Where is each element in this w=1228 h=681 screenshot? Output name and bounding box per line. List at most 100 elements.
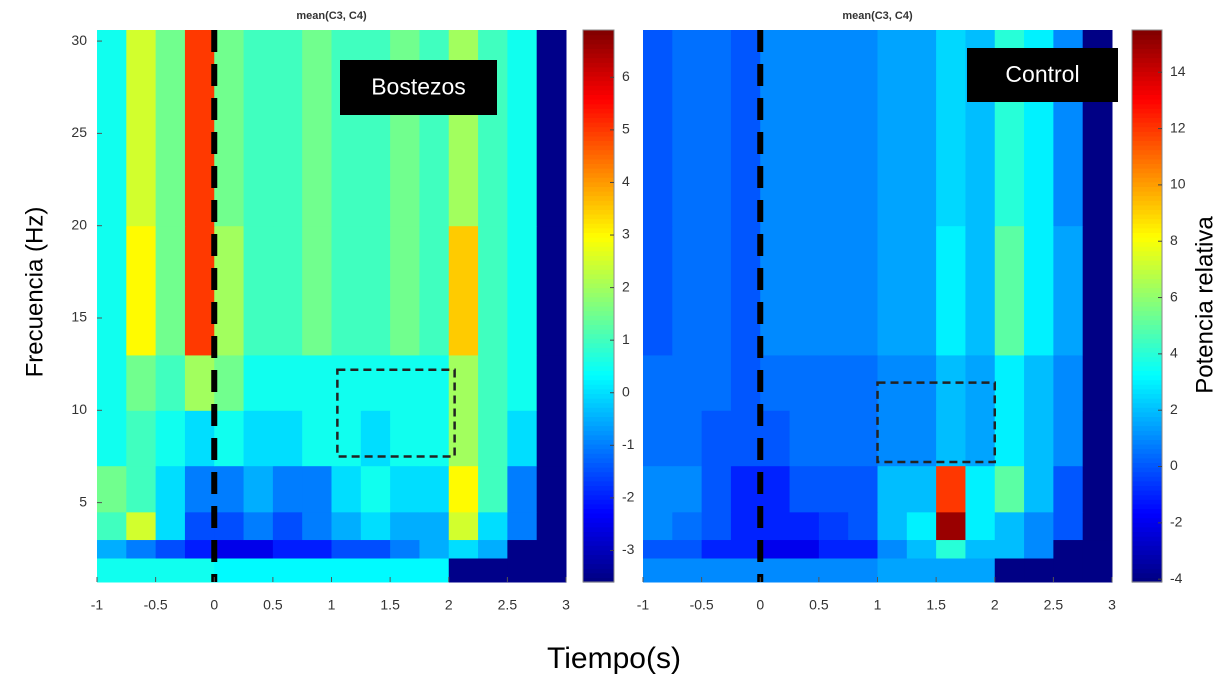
colorbar-band xyxy=(583,467,614,473)
colorbar-band xyxy=(583,536,614,542)
colorbar-band xyxy=(1132,531,1162,537)
colorbar-band xyxy=(583,379,614,385)
colorbar-band xyxy=(583,315,614,321)
colorbar-tick-label: 5 xyxy=(622,121,630,137)
colorbar-band xyxy=(1132,526,1162,532)
colorbar-band xyxy=(1132,356,1162,362)
colorbar-band xyxy=(583,112,614,118)
colorbar-band xyxy=(583,490,614,496)
colorbar-band xyxy=(583,135,614,141)
heatmap-cell xyxy=(272,511,303,541)
x-tick-label: 2 xyxy=(445,597,453,613)
heatmap-cell xyxy=(507,30,538,227)
colorbar-band xyxy=(583,517,614,523)
colorbar-band xyxy=(583,172,614,178)
colorbar-band xyxy=(1132,89,1162,95)
colorbar-band xyxy=(583,421,614,427)
x-tick-label: 0 xyxy=(210,597,218,613)
colorbar-band xyxy=(1132,462,1162,468)
heatmap-cell xyxy=(214,30,245,227)
heatmap-cell xyxy=(643,511,673,541)
colorbar-band xyxy=(583,522,614,528)
heatmap-cell xyxy=(536,354,567,411)
heatmap-cell xyxy=(507,465,538,513)
colorbar-band xyxy=(1132,439,1162,445)
colorbar-tick-label: -3 xyxy=(622,541,635,557)
colorbar-band xyxy=(583,273,614,279)
x-tick-label: 2.5 xyxy=(498,597,518,613)
heatmap-cell xyxy=(155,30,186,227)
heatmap-cell xyxy=(478,511,508,541)
x-axis-label: Tiempo(s) xyxy=(547,642,681,675)
heatmap-cell xyxy=(906,465,937,513)
colorbar-band xyxy=(1132,342,1162,348)
x-tick-label: 2.5 xyxy=(1044,597,1064,613)
colorbar-band xyxy=(583,204,614,210)
heatmap-cell xyxy=(331,225,362,356)
colorbar-band xyxy=(1132,200,1162,206)
colorbar-band xyxy=(1132,310,1162,316)
colorbar-tick-label: 12 xyxy=(1170,119,1186,135)
heatmap-cell xyxy=(331,511,362,541)
heatmap-cell xyxy=(848,558,878,583)
colorbar-band xyxy=(583,264,614,270)
chart-title: mean(C3, C4) xyxy=(842,10,913,22)
colorbar-band xyxy=(1132,517,1162,523)
colorbar-tick-label: -4 xyxy=(1170,570,1183,586)
colorbar-band xyxy=(583,531,614,537)
heatmap-cell xyxy=(390,225,420,356)
heatmap-cell xyxy=(789,225,820,356)
heatmap-cell xyxy=(214,410,245,467)
heatmap-cell xyxy=(536,30,567,227)
colorbar-tick-label: 10 xyxy=(1170,176,1186,192)
colorbar-band xyxy=(583,513,614,519)
colorbar-band xyxy=(1132,393,1162,399)
colorbar-band xyxy=(583,30,614,36)
colorbar-band xyxy=(1132,218,1162,224)
colorbar-band xyxy=(583,393,614,399)
colorbar-band xyxy=(583,375,614,381)
heatmap-cell xyxy=(272,465,303,513)
heatmap-cell xyxy=(272,410,303,467)
colorbar-band xyxy=(583,554,614,560)
heatmap-cell xyxy=(126,225,157,356)
colorbar-band xyxy=(1132,85,1162,91)
heatmap-cell xyxy=(701,225,732,356)
heatmap-cell xyxy=(302,539,332,559)
colorbar-band xyxy=(583,572,614,578)
colorbar-band xyxy=(1132,269,1162,275)
heatmap-cell xyxy=(1024,558,1054,583)
heatmap-cell xyxy=(730,511,761,541)
heatmap-cell xyxy=(419,465,450,513)
x-tick-label: 0.5 xyxy=(263,597,283,613)
colorbar-band xyxy=(583,269,614,275)
colorbar-band xyxy=(1132,209,1162,215)
colorbar-band xyxy=(1132,181,1162,187)
heatmap-cell xyxy=(214,539,245,559)
x-tick-label: 1.5 xyxy=(380,597,400,613)
colorbar-band xyxy=(583,453,614,459)
heatmap-cell xyxy=(1024,410,1054,467)
heatmap-cell xyxy=(507,539,538,559)
colorbar-band xyxy=(1132,503,1162,509)
colorbar-band xyxy=(1132,301,1162,307)
colorbar-band xyxy=(1132,319,1162,325)
heatmap-cell xyxy=(730,558,761,583)
colorbar-band xyxy=(1132,131,1162,137)
colorbar-band xyxy=(1132,99,1162,105)
colorbar-band xyxy=(583,499,614,505)
panel-label: Control xyxy=(1005,61,1079,87)
colorbar-band xyxy=(583,154,614,160)
colorbar-band xyxy=(583,283,614,289)
colorbar-band xyxy=(1132,191,1162,197)
colorbar-tick-label: 6 xyxy=(1170,288,1178,304)
heatmap-cell xyxy=(448,465,479,513)
heatmap-cell xyxy=(478,465,508,513)
colorbar-band xyxy=(1132,241,1162,247)
x-tick-label: 3 xyxy=(562,597,570,613)
heatmap-cell xyxy=(701,410,732,467)
colorbar-band xyxy=(1132,467,1162,473)
colorbar-band xyxy=(583,430,614,436)
heatmap-cell xyxy=(390,511,420,541)
colorbar-band xyxy=(1132,411,1162,417)
